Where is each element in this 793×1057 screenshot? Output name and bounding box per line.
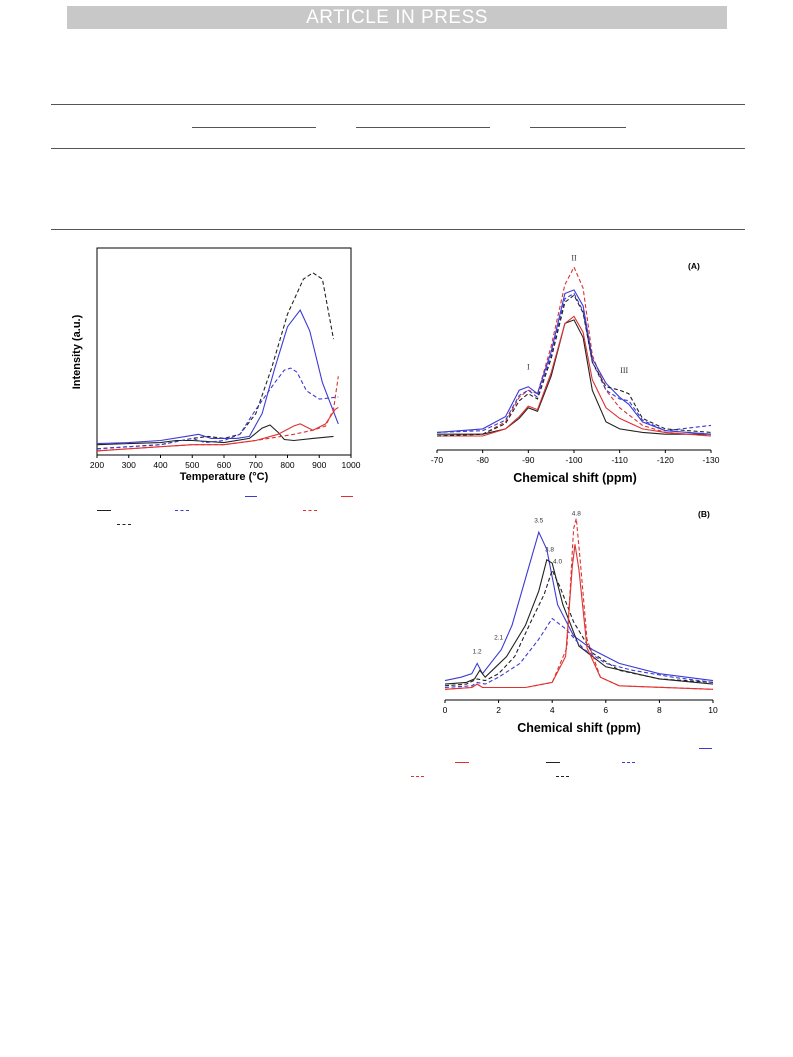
series-line-blue-dashed	[444, 617, 714, 689]
series-line-red-solid	[437, 315, 712, 437]
x-tick-label: 600	[217, 460, 231, 470]
series-line-blue-solid	[96, 309, 339, 445]
x-tick-label: -70	[431, 455, 444, 465]
table-top-rule	[51, 104, 745, 105]
x-axis-label-a: Chemical shift (ppm)	[513, 471, 637, 485]
legend-blue-dashed	[175, 510, 189, 511]
x-tick-label: 900	[312, 460, 326, 470]
x-tick-label: -100	[565, 455, 582, 465]
table-group-rule-2	[356, 127, 490, 128]
x-tick-label: -130	[702, 455, 719, 465]
x-tick-label: 1000	[342, 460, 361, 470]
x-tick-label: 200	[90, 460, 104, 470]
legend-b-black-dashed	[556, 776, 569, 777]
series-line-black-solid	[444, 558, 714, 685]
peak-label: I	[527, 363, 530, 372]
legend-red-dashed	[303, 510, 317, 511]
x-tick-label: -110	[611, 455, 628, 465]
series-line-black-dashed	[444, 568, 714, 687]
peak-label: 3.8	[545, 547, 554, 554]
table-header-rule	[51, 148, 745, 149]
x-tick-label: 700	[249, 460, 263, 470]
peak-label: 4.8	[572, 510, 581, 517]
series-line-blue-solid	[436, 289, 712, 435]
series-line-blue-dashed	[96, 367, 339, 450]
nmr-chart-b: 0 2 4 6 8 10 1.2 2.1 3.5 3.8 4.0 4.8 (B) Chemical …	[443, 509, 718, 735]
x-tick-label: 2	[496, 705, 501, 715]
legend-b-red-solid	[455, 762, 469, 763]
panel-label-b: (B)	[698, 509, 710, 519]
series-line-red-solid	[96, 406, 339, 452]
legend-black-dashed	[117, 524, 131, 525]
article-in-press-banner: ARTICLE IN PRESS	[67, 6, 727, 29]
peak-label: 1.2	[473, 648, 482, 655]
legend-blue-solid	[245, 496, 257, 497]
x-tick-label: -90	[522, 455, 535, 465]
table-group-rule-3	[530, 127, 626, 128]
plot-frame	[96, 247, 352, 456]
peak-label: 4.0	[553, 559, 562, 566]
table-group-rule-1	[192, 127, 316, 128]
x-tick-label: 400	[153, 460, 167, 470]
series-line-black-solid	[96, 424, 334, 446]
x-tick-label: 10	[708, 705, 718, 715]
legend-b-blue-dashed	[622, 762, 635, 763]
x-axis-label-b: Chemical shift (ppm)	[517, 721, 641, 735]
legend-red-solid	[341, 496, 353, 497]
panel-label-a: (A)	[688, 261, 700, 271]
legend-b-black-solid	[546, 762, 560, 763]
series-line-blue-dashed	[436, 292, 712, 433]
peak-label: 3.5	[534, 517, 543, 524]
y-axis-label: Intensity (a.u.)	[71, 314, 83, 389]
peak-label: 2.1	[494, 635, 503, 642]
legend-b-blue-solid	[699, 748, 712, 749]
series-line-black-solid	[437, 319, 711, 435]
legend-b-red-dashed	[411, 776, 424, 777]
peak-label: II	[571, 254, 577, 263]
x-tick-label: -80	[477, 455, 490, 465]
series-line-red-solid	[444, 544, 714, 690]
series-line-black-dashed	[96, 272, 335, 450]
legend-black-solid	[97, 510, 111, 511]
series-line-red-dashed	[444, 518, 714, 690]
x-tick-label: 4	[550, 705, 555, 715]
x-tick-label: 800	[280, 460, 294, 470]
x-tick-label: 500	[185, 460, 199, 470]
x-axis-label: Temperature (°C)	[180, 471, 269, 483]
x-tick-label: 8	[657, 705, 662, 715]
x-tick-label: 0	[443, 705, 448, 715]
table-bottom-rule	[51, 229, 745, 230]
series-line-blue-solid	[444, 530, 714, 682]
tpd-intensity-chart: 200 300 400 500 600 700 800 900 1000 Temperature…	[71, 247, 361, 483]
series-line-red-dashed	[96, 376, 339, 452]
x-tick-label: 6	[603, 705, 608, 715]
series-line-red-dashed	[436, 265, 712, 437]
x-tick-label: -120	[657, 455, 674, 465]
peak-label: III	[620, 366, 628, 375]
x-tick-label: 300	[122, 460, 136, 470]
